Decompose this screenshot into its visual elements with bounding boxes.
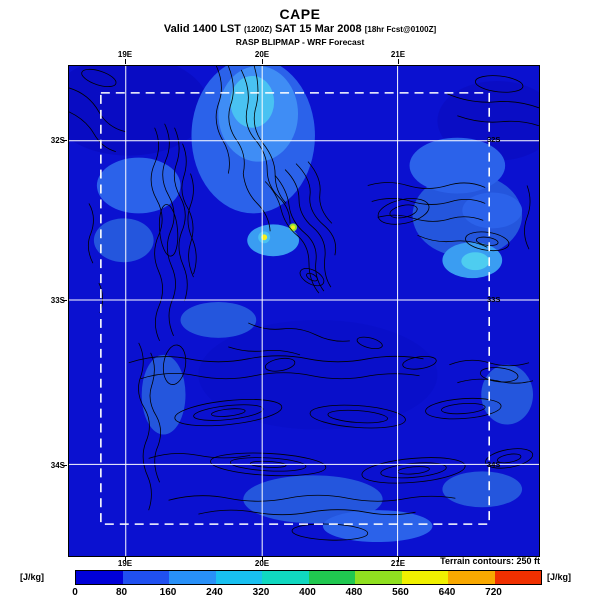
colorbar-tick: 640 [438, 587, 456, 598]
lat-label-right-32s: 32S [487, 135, 501, 144]
domain-dashed-box [100, 92, 491, 525]
colorbar-segment [448, 571, 495, 584]
left-tick-34s [62, 465, 67, 466]
valid-date: SAT 15 Mar 2008 [275, 23, 362, 35]
lat-label-right-34s: 34S [487, 460, 501, 469]
lon-label-top-19e: 19E [117, 50, 133, 59]
colorbar-tick-labels: 0 80 160 240 320 400 480 560 640 720 [72, 587, 540, 599]
cape-colorbar [75, 570, 542, 585]
valid-time-line: Valid 1400 LST (1200Z) SAT 15 Mar 2008 [… [0, 23, 600, 35]
colorbar-tick: 400 [299, 587, 316, 598]
colorbar-tick: 320 [252, 587, 270, 598]
colorbar-tick: 160 [159, 587, 177, 598]
colorbar-segment [308, 571, 355, 584]
lat-label-left-33s: 33S [50, 296, 65, 305]
colorbar-segment [215, 571, 262, 584]
colorbar-segment [76, 571, 123, 584]
bottom-tick-20e [262, 557, 263, 562]
lon-label-bottom-20e: 20E [254, 559, 270, 568]
terrain-contour-lines [69, 66, 539, 541]
top-tick-21e [398, 59, 399, 64]
top-tick-20e [262, 59, 263, 64]
valid-fcst: [18hr Fcst@0100Z] [364, 25, 437, 34]
lat-label-left-34s: 34S [50, 461, 65, 470]
colorbar-segment [494, 571, 541, 584]
page-title: CAPE [279, 6, 321, 22]
lon-label-top-20e: 20E [254, 50, 270, 59]
units-label-left: [J/kg] [20, 572, 45, 582]
valid-zulu: (1200Z) [243, 25, 272, 34]
colorbar-tick: 720 [485, 587, 502, 598]
top-tick-19e [125, 59, 126, 64]
lat-label-right-33s: 33S [487, 295, 501, 304]
colorbar-tick: 80 [115, 587, 128, 598]
units-label-right: [J/kg] [547, 572, 572, 582]
valid-prefix: Valid 1400 LST [163, 23, 241, 35]
forecast-map: 32S 33S 34S [68, 65, 540, 557]
lon-label-bottom-19e: 19E [117, 559, 133, 568]
latlon-grid-lines [69, 66, 539, 556]
colorbar-tick: 560 [392, 587, 409, 598]
light-blue-zones [93, 66, 534, 543]
left-tick-33s [62, 300, 67, 301]
lon-label-top-21e: 21E [390, 50, 406, 59]
colorbar-segment [401, 571, 448, 584]
bottom-tick-21e [398, 557, 399, 562]
model-line: RASP BLIPMAP - WRF Forecast [235, 37, 365, 47]
colorbar-tick: 240 [206, 587, 223, 598]
colorbar-segment [262, 571, 309, 584]
colorbar-tick: 480 [345, 587, 363, 598]
colorbar-segment [122, 571, 169, 584]
map-svg [69, 66, 539, 556]
bottom-tick-19e [125, 557, 126, 562]
lon-label-bottom-21e: 21E [390, 559, 406, 568]
colorbar-segment [355, 571, 402, 584]
terrain-contours-note: Terrain contours: 250 ft [440, 556, 540, 566]
colorbar-tick: 0 [72, 587, 78, 598]
left-tick-32s [62, 140, 67, 141]
colorbar-segment [169, 571, 216, 584]
lat-label-left-32s: 32S [50, 136, 65, 145]
